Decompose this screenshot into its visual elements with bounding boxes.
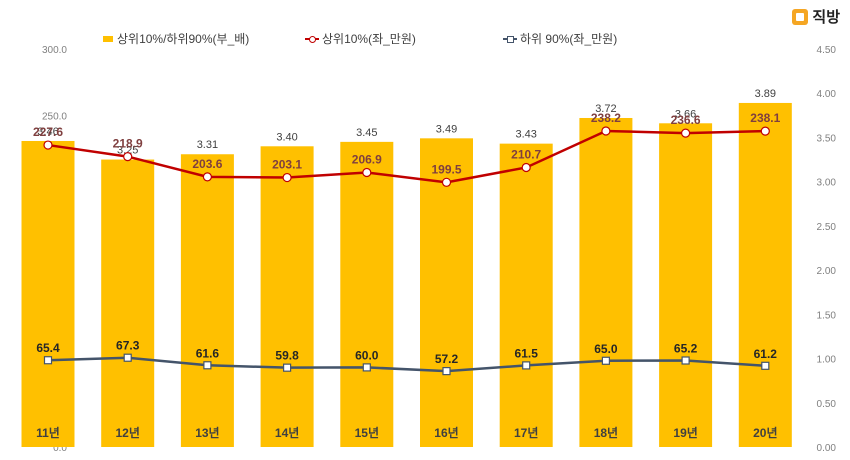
bar-14년 xyxy=(260,146,314,448)
x-category-label: 11년 xyxy=(36,426,60,440)
top10-value-label: 206.9 xyxy=(352,153,382,167)
legend-label-top10: 상위10%(좌_만원) xyxy=(322,32,416,46)
bar-value-label: 3.40 xyxy=(276,131,297,143)
y-left-tick-label: 0.0 xyxy=(53,443,67,454)
y-right-tick-label: 1.50 xyxy=(817,310,837,321)
bottom90-point xyxy=(522,361,531,370)
top10-point xyxy=(123,151,133,162)
bar-value-label: 3.43 xyxy=(515,129,536,141)
bottom90-value-label: 61.5 xyxy=(515,346,539,360)
top10-line xyxy=(47,129,766,184)
bottom90-point xyxy=(43,356,53,365)
bottom90-point xyxy=(681,356,690,365)
bottom90-point xyxy=(442,367,451,376)
bar-13년 xyxy=(180,154,234,447)
top10-value-label: 227.6 xyxy=(33,125,63,139)
top10-value-label: 210.7 xyxy=(511,147,541,161)
legend-swatch-top10 xyxy=(305,34,319,44)
x-category-label: 17년 xyxy=(514,426,538,440)
y-right-tick-label: 4.00 xyxy=(817,89,837,100)
bar-11년 xyxy=(21,140,75,447)
bottom90-point xyxy=(123,353,132,362)
y-right-tick-label: 3.00 xyxy=(817,178,837,189)
y-right-tick-label: 1.00 xyxy=(817,355,837,366)
bar-19년 xyxy=(659,123,713,447)
x-category-label: 20년 xyxy=(753,426,777,440)
top10-value-label: 236.6 xyxy=(671,113,701,127)
top10-value-label: 203.1 xyxy=(272,158,302,172)
y-right-tick-label: 3.50 xyxy=(817,133,837,144)
y-left-tick-label: 300.0 xyxy=(42,45,67,56)
legend-swatch-bar xyxy=(103,35,113,42)
x-category-label: 16년 xyxy=(434,426,458,440)
house-logo-icon xyxy=(792,8,809,25)
top10-point xyxy=(601,126,611,136)
bottom90-value-label: 65.0 xyxy=(594,342,618,356)
y-right-tick-label: 0.00 xyxy=(817,443,837,454)
bar-value-label: 3.72 xyxy=(595,103,616,115)
top10-value-label: 203.6 xyxy=(192,157,222,171)
x-category-label: 14년 xyxy=(275,426,299,440)
y-right-tick-label: 4.50 xyxy=(817,45,837,56)
y-left-tick-label: 250.0 xyxy=(42,111,67,122)
y-right-tick-label: 0.50 xyxy=(817,399,837,410)
legend-item-top10: 상위10%(좌_만원) xyxy=(305,30,416,47)
bar-value-label: 3.25 xyxy=(117,145,138,157)
bar-17년 xyxy=(499,143,553,447)
top10-point xyxy=(43,140,53,150)
x-category-label: 15년 xyxy=(355,426,379,440)
top10-point xyxy=(760,126,770,136)
bottom90-value-label: 59.8 xyxy=(275,349,299,363)
top10-point xyxy=(441,177,452,187)
top10-value-label: 199.5 xyxy=(431,162,461,176)
legend-label-bottom90: 하위 90%(좌_만원) xyxy=(520,32,618,46)
bottom90-value-label: 57.2 xyxy=(435,352,459,366)
top10-value-label: 218.9 xyxy=(113,137,143,151)
bottom90-point xyxy=(761,361,770,370)
legend-item-ratio: 상위10%/하위90%(부_배) xyxy=(103,30,249,47)
bar-18년 xyxy=(579,117,633,447)
bottom90-point xyxy=(203,361,212,370)
bar-16년 xyxy=(420,138,473,447)
bar-12년 xyxy=(101,159,155,448)
bottom90-value-label: 60.0 xyxy=(355,348,379,362)
bar-value-label: 3.31 xyxy=(197,139,218,151)
bar-value-label: 3.89 xyxy=(755,88,776,100)
legend-item-bottom90: 하위 90%(좌_만원) xyxy=(503,30,617,47)
legend: 상위10%/하위90%(부_배) 상위10%(좌_만원) 하위 90%(좌_만원… xyxy=(0,30,850,50)
top10-point xyxy=(680,128,691,138)
legend-swatch-bottom90 xyxy=(503,34,517,44)
bar-value-label: 3.45 xyxy=(356,127,377,139)
bar-15년 xyxy=(340,141,394,447)
x-category-label: 18년 xyxy=(594,426,618,440)
bar-value-label: 3.66 xyxy=(675,108,696,120)
bottom90-point xyxy=(283,363,292,372)
x-category-label: 12년 xyxy=(116,426,140,440)
bar-value-label: 3.46 xyxy=(37,126,58,138)
bottom90-value-label: 67.3 xyxy=(116,339,140,353)
bottom90-value-label: 61.2 xyxy=(754,347,778,361)
bottom90-value-label: 65.2 xyxy=(674,342,698,356)
legend-label-ratio: 상위10%/하위90%(부_배) xyxy=(117,32,250,46)
top10-point xyxy=(202,172,212,182)
bottom90-line xyxy=(47,356,766,373)
top10-value-label: 238.2 xyxy=(591,111,621,125)
bottom90-point xyxy=(362,363,371,372)
bottom90-point xyxy=(601,356,611,365)
y-right-tick-label: 2.00 xyxy=(817,266,837,277)
y-right-tick-label: 2.50 xyxy=(817,222,837,233)
top10-point xyxy=(521,162,531,173)
bottom90-value-label: 61.6 xyxy=(196,346,220,360)
bottom90-value-label: 65.4 xyxy=(36,341,60,355)
bar-20년 xyxy=(738,102,792,447)
x-category-label: 19년 xyxy=(673,426,697,440)
top10-value-label: 238.1 xyxy=(750,111,780,125)
x-category-label: 13년 xyxy=(195,426,219,440)
bar-value-label: 3.49 xyxy=(436,123,457,135)
top10-point xyxy=(282,172,292,183)
brand-logo: 직방 xyxy=(792,6,840,27)
brand-logo-text: 직방 xyxy=(812,9,840,26)
top10-point xyxy=(362,167,372,178)
